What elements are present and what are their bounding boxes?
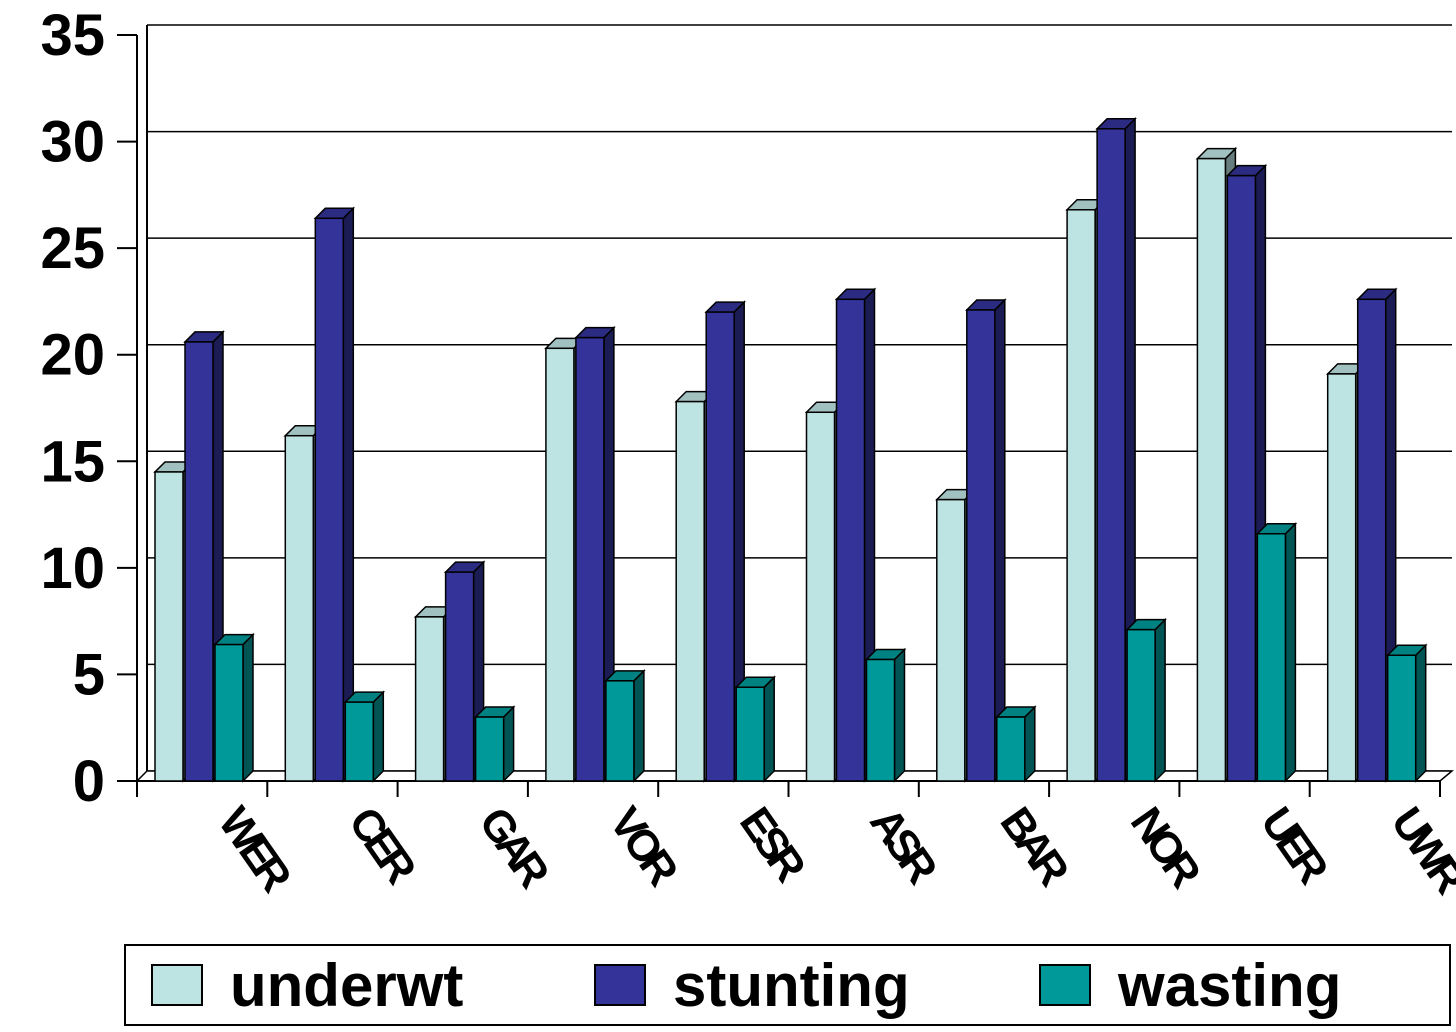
- bar-side: [1284, 521, 1297, 783]
- bar: [675, 400, 705, 782]
- bar: [1386, 654, 1417, 782]
- x-tick-label: UER: [1251, 799, 1337, 893]
- x-tick-label: ASR: [860, 799, 946, 893]
- bar-side: [502, 705, 515, 783]
- bar: [444, 571, 475, 782]
- bar: [314, 217, 345, 782]
- bar: [605, 680, 635, 782]
- legend-box: [124, 944, 1451, 1026]
- x-tick-label: WER: [209, 799, 301, 901]
- x-tick-label: VOR: [600, 799, 687, 895]
- bar-side: [1154, 617, 1166, 783]
- bar-side: [242, 632, 254, 783]
- bar: [996, 716, 1026, 782]
- bar: [1126, 628, 1156, 782]
- bar: [284, 434, 315, 782]
- bar: [1226, 174, 1257, 782]
- y-tick-label: 20: [40, 323, 105, 388]
- legend-label: stunting: [673, 952, 910, 1019]
- bar: [1096, 128, 1126, 782]
- bar: [705, 311, 735, 782]
- x-tick-label: BAR: [991, 799, 1078, 895]
- x-tick-label: NOR: [1121, 799, 1210, 897]
- legend-swatch: [151, 964, 203, 1006]
- bar: [735, 686, 765, 782]
- legend-label: wasting: [1117, 952, 1341, 1019]
- bar-side: [893, 647, 906, 783]
- bar: [936, 498, 966, 782]
- bar: [1326, 373, 1357, 782]
- bar-side: [763, 675, 775, 783]
- bar-side: [1414, 643, 1427, 783]
- y-tick-label: 25: [40, 216, 105, 281]
- bar: [1066, 209, 1096, 782]
- bar: [154, 471, 184, 782]
- bar: [1256, 533, 1287, 782]
- bar: [835, 298, 866, 782]
- legend-swatch: [1039, 964, 1091, 1006]
- bar: [575, 336, 605, 782]
- y-tick-label: 30: [40, 110, 105, 175]
- x-tick-label: ESR: [730, 799, 815, 891]
- bar: [214, 643, 244, 782]
- bar-side: [633, 669, 645, 783]
- legend-label: underwt: [230, 952, 463, 1019]
- bar: [184, 341, 214, 782]
- y-tick-label: 10: [40, 536, 105, 601]
- bar: [865, 658, 896, 782]
- bar: [1196, 157, 1227, 782]
- bar-side: [994, 298, 1006, 783]
- bar: [474, 716, 505, 782]
- bar: [545, 347, 575, 782]
- bar: [1356, 298, 1387, 782]
- y-tick-label: 5: [73, 642, 105, 707]
- x-tick-label: CER: [339, 799, 425, 893]
- y-tick-label: 15: [40, 429, 105, 494]
- legend-swatch: [594, 964, 646, 1006]
- bar: [344, 701, 375, 782]
- bar: [805, 411, 836, 782]
- bar: [966, 309, 996, 782]
- y-tick-label: 0: [73, 749, 105, 814]
- bar-side: [372, 690, 385, 783]
- bar-side: [1024, 705, 1036, 783]
- x-tick-label: GAR: [469, 799, 558, 897]
- y-tick-label: 35: [40, 3, 105, 68]
- bar: [414, 616, 445, 782]
- x-tick-label: UWR: [1382, 799, 1456, 903]
